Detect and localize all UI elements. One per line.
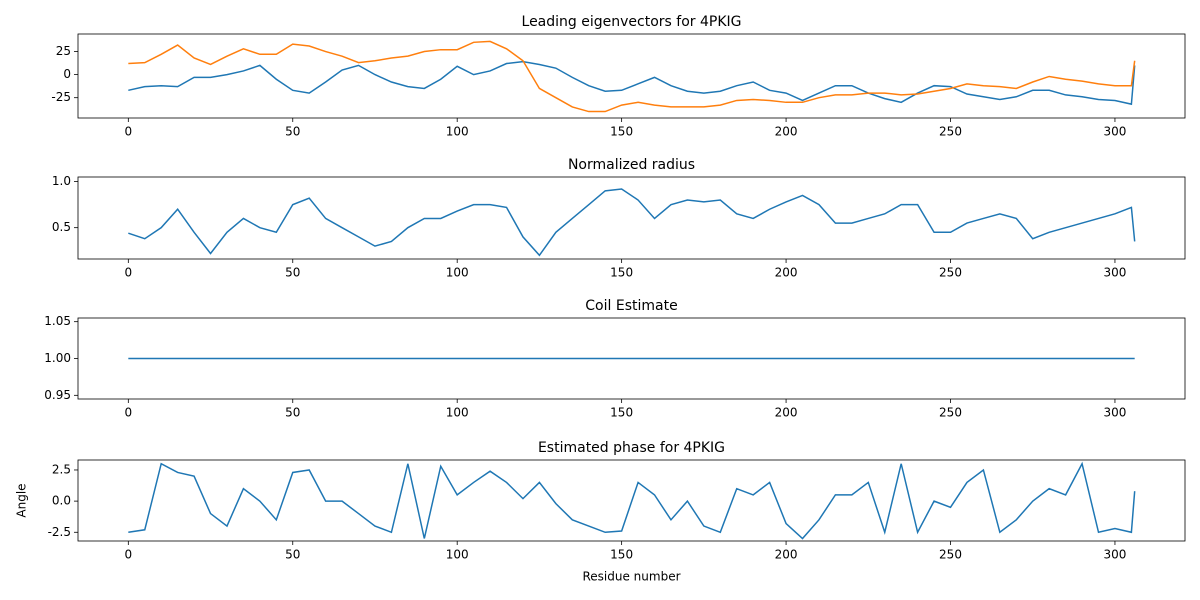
x-tick-label: 200 xyxy=(775,406,798,420)
x-tick-label: 50 xyxy=(285,406,300,420)
y-tick-label: -2.5 xyxy=(48,525,71,539)
x-tick-label: 150 xyxy=(610,406,633,420)
x-tick-label: 0 xyxy=(124,548,132,562)
x-tick-label: 50 xyxy=(285,548,300,562)
x-tick-label: 100 xyxy=(446,266,469,280)
data-line xyxy=(128,461,1136,540)
x-tick-label: 250 xyxy=(939,548,962,562)
x-tick-label: 100 xyxy=(446,125,469,139)
axes-frame xyxy=(77,459,1186,542)
x-tick-label: 200 xyxy=(775,266,798,280)
y-tick-label: 0 xyxy=(63,67,71,81)
y-tick-label: 1.0 xyxy=(52,174,71,188)
x-tick-label: 50 xyxy=(285,125,300,139)
data-line xyxy=(128,60,1136,106)
y-tick-label: 0.95 xyxy=(44,388,71,402)
y-tick-label: 0.5 xyxy=(52,220,71,234)
x-tick-label: 150 xyxy=(610,266,633,280)
data-line xyxy=(128,40,1136,113)
y-tick-label: 2.5 xyxy=(52,462,71,476)
chart-title: Estimated phase for 4PKIG xyxy=(538,440,725,456)
x-tick-label: 300 xyxy=(1103,125,1126,139)
data-line xyxy=(128,188,1136,257)
x-tick-label: 300 xyxy=(1103,266,1126,280)
x-tick-label: 250 xyxy=(939,266,962,280)
x-tick-label: 0 xyxy=(124,125,132,139)
y-tick-label: -25 xyxy=(51,90,71,104)
y-tick-label: 1.00 xyxy=(44,351,71,365)
x-tick-label: 200 xyxy=(775,125,798,139)
y-axis-label: Angle xyxy=(15,483,29,517)
y-tick-label: 1.05 xyxy=(44,314,71,328)
x-tick-label: 50 xyxy=(285,266,300,280)
x-tick-label: 200 xyxy=(775,548,798,562)
chart-title: Normalized radius xyxy=(568,157,695,173)
axes-frame xyxy=(77,33,1186,119)
x-tick-label: 150 xyxy=(610,548,633,562)
x-tick-label: 100 xyxy=(446,406,469,420)
y-tick-label: 0.0 xyxy=(52,494,71,508)
chart-title: Leading eigenvectors for 4PKIG xyxy=(522,14,742,30)
x-tick-label: 0 xyxy=(124,266,132,280)
y-tick-label: 25 xyxy=(56,44,71,58)
x-axis-label: Residue number xyxy=(582,570,680,584)
chart-title: Coil Estimate xyxy=(585,298,677,314)
x-tick-label: 300 xyxy=(1103,406,1126,420)
x-tick-label: 300 xyxy=(1103,548,1126,562)
x-tick-label: 250 xyxy=(939,125,962,139)
x-tick-label: 150 xyxy=(610,125,633,139)
x-tick-label: 0 xyxy=(124,406,132,420)
x-tick-label: 250 xyxy=(939,406,962,420)
axes-frame xyxy=(77,176,1186,260)
x-tick-label: 100 xyxy=(446,548,469,562)
axes-frame xyxy=(77,317,1186,400)
